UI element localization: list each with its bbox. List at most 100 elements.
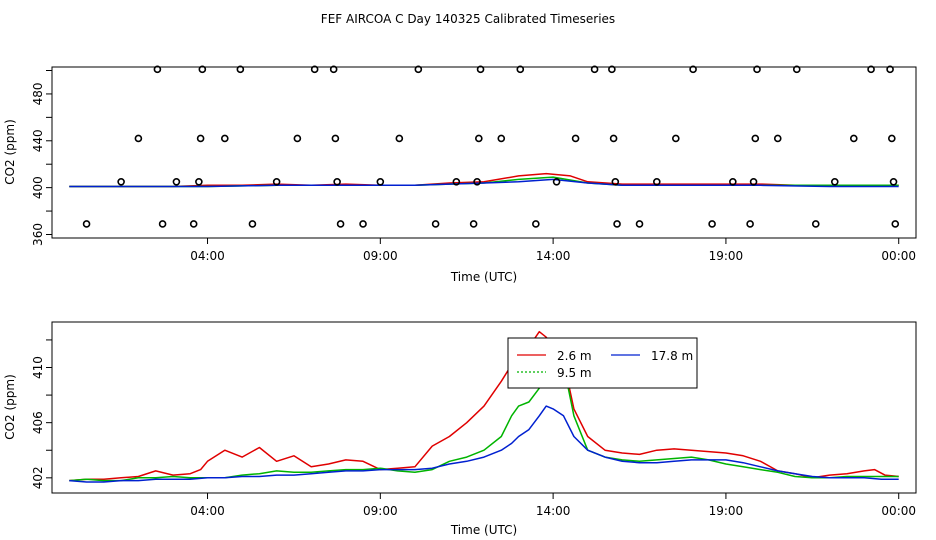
bottom-panel-x-axis: 04:00 09:00 14:00 19:00 00:00 bbox=[190, 493, 916, 518]
top-scatter-point bbox=[888, 134, 896, 143]
top-scatter-point bbox=[414, 65, 423, 74]
top-xtick-label: 09:00 bbox=[363, 249, 398, 263]
top-scatter-point bbox=[198, 65, 207, 74]
legend-label-2-6m: 2.6 m bbox=[557, 349, 592, 363]
bottom-panel-frame bbox=[51, 321, 917, 494]
top-scatter-point bbox=[652, 177, 661, 186]
top-scatter-point bbox=[751, 134, 760, 143]
top-scatter-point bbox=[272, 177, 281, 186]
bottom-xtick-label: 04:00 bbox=[190, 504, 225, 518]
top-xtick-label: 19:00 bbox=[709, 249, 744, 263]
top-panel-points bbox=[82, 65, 900, 228]
top-ytick-label: 360 bbox=[31, 223, 45, 246]
top-ytick-label: 480 bbox=[31, 82, 45, 105]
top-scatter-point bbox=[729, 177, 737, 186]
legend-label-9-5m: 9.5 m bbox=[557, 366, 592, 380]
top-scatter-point bbox=[293, 134, 302, 143]
top-scatter-point bbox=[749, 177, 758, 186]
top-panel-ylabel: CO2 (ppm) bbox=[3, 119, 17, 185]
top-scatter-point bbox=[609, 134, 618, 143]
top-scatter-point bbox=[248, 220, 257, 228]
top-scatter-point bbox=[497, 134, 506, 143]
top-scatter-point bbox=[117, 177, 125, 186]
top-scatter-point bbox=[552, 177, 561, 186]
top-scatter-point bbox=[172, 177, 181, 186]
top-xtick-label: 00:00 bbox=[881, 249, 916, 263]
top-scatter-point bbox=[867, 65, 875, 74]
bottom-panel-series bbox=[69, 330, 899, 483]
top-scatter-point bbox=[158, 220, 167, 228]
bottom-series-2-6-m bbox=[69, 330, 899, 482]
top-ytick-label: 440 bbox=[31, 129, 45, 152]
bottom-xtick-label: 19:00 bbox=[709, 504, 744, 518]
top-scatter-point bbox=[590, 65, 599, 74]
top-panel-xlabel: Time (UTC) bbox=[450, 270, 517, 284]
bottom-xtick-label: 14:00 bbox=[536, 504, 571, 518]
bottom-xtick-label: 00:00 bbox=[881, 504, 916, 518]
top-scatter-point bbox=[635, 220, 644, 228]
top-scatter-point bbox=[475, 134, 483, 143]
legend: 2.6 m 9.5 m 17.8 m bbox=[507, 337, 698, 389]
top-panel-y-axis: 360 400 440 480 bbox=[31, 70, 52, 246]
top-scatter-point bbox=[792, 65, 801, 74]
top-scatter-point bbox=[516, 65, 525, 74]
top-scatter-point bbox=[331, 134, 340, 143]
top-scatter-point bbox=[773, 134, 782, 143]
top-scatter-point bbox=[82, 220, 91, 228]
top-scatter-point bbox=[532, 220, 540, 228]
bottom-panel: 402 406 410 04:00 09:00 14:00 19:00 00:00 Time… bbox=[3, 321, 917, 537]
top-scatter-point bbox=[452, 177, 461, 186]
top-ytick-label: 400 bbox=[31, 176, 45, 199]
top-panel-series bbox=[69, 172, 899, 188]
chart-title: FEF AIRCOA C Day 140325 Calibrated Times… bbox=[321, 12, 615, 26]
top-scatter-point bbox=[811, 220, 820, 228]
top-scatter-point bbox=[469, 220, 478, 228]
top-scatter-point bbox=[672, 134, 680, 143]
top-scatter-point bbox=[329, 65, 338, 74]
top-scatter-point bbox=[376, 177, 385, 186]
top-scatter-point bbox=[891, 220, 900, 228]
top-panel-frame bbox=[51, 66, 917, 239]
top-scatter-point bbox=[708, 220, 716, 228]
legend-label-17-8m: 17.8 m bbox=[651, 349, 693, 363]
top-scatter-point bbox=[153, 65, 162, 74]
bottom-panel-xlabel: Time (UTC) bbox=[450, 523, 517, 537]
top-panel-x-axis: 04:00 09:00 14:00 19:00 00:00 bbox=[190, 238, 916, 263]
top-scatter-point bbox=[195, 177, 203, 186]
top-scatter-point bbox=[431, 220, 440, 228]
top-series-17-8-m bbox=[69, 178, 899, 188]
top-scatter-point bbox=[689, 65, 697, 74]
top-scatter-point bbox=[196, 134, 205, 143]
bottom-series-9-5-m bbox=[69, 364, 899, 482]
top-scatter-point bbox=[395, 134, 404, 143]
top-scatter-point bbox=[333, 177, 341, 186]
top-scatter-point bbox=[830, 177, 839, 186]
top-scatter-point bbox=[221, 134, 229, 143]
top-xtick-label: 14:00 bbox=[536, 249, 571, 263]
legend-box bbox=[507, 337, 698, 389]
top-scatter-point bbox=[476, 65, 485, 74]
top-scatter-point bbox=[473, 177, 481, 186]
bottom-ytick-label: 402 bbox=[31, 466, 45, 489]
top-scatter-point bbox=[886, 65, 894, 74]
bottom-series-17-8-m bbox=[69, 405, 899, 483]
top-scatter-point bbox=[746, 220, 754, 228]
top-scatter-point bbox=[310, 65, 319, 74]
top-scatter-point bbox=[134, 134, 143, 143]
bottom-panel-ylabel: CO2 (ppm) bbox=[3, 374, 17, 440]
top-scatter-point bbox=[189, 220, 198, 228]
bottom-xtick-label: 09:00 bbox=[363, 504, 398, 518]
bottom-panel-y-axis: 402 406 410 bbox=[31, 339, 52, 489]
top-panel: 360 400 440 480 04:00 09:00 14:00 19:00 00:00 T… bbox=[3, 65, 917, 284]
top-scatter-point bbox=[571, 134, 580, 143]
top-scatter-point bbox=[336, 220, 345, 228]
top-scatter-point bbox=[236, 65, 245, 74]
bottom-ytick-label: 410 bbox=[31, 356, 45, 379]
top-scatter-point bbox=[849, 134, 858, 143]
top-scatter-point bbox=[613, 220, 621, 228]
top-scatter-point bbox=[611, 177, 620, 186]
top-scatter-point bbox=[608, 65, 616, 74]
top-scatter-point bbox=[359, 220, 367, 228]
bottom-ytick-label: 406 bbox=[31, 411, 45, 434]
